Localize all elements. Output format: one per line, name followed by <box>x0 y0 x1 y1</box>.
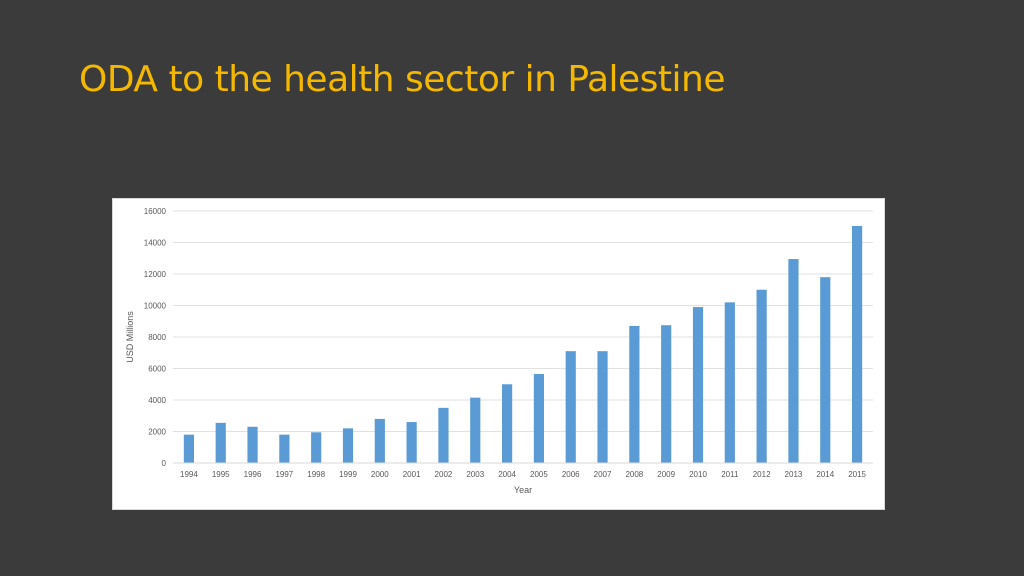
x-tick-label: 2006 <box>562 470 580 479</box>
y-tick-label: 4000 <box>148 396 166 405</box>
bar-chart: 0 2000 4000 6000 8000 10000 12000 14000 16000 19… <box>125 207 873 495</box>
bar-2001 <box>406 422 417 463</box>
x-tick-label: 2001 <box>403 470 421 479</box>
x-tick-label: 2014 <box>816 470 834 479</box>
bar-2004 <box>502 384 513 463</box>
bar-2003 <box>470 397 481 463</box>
x-tick-label: 1995 <box>212 470 230 479</box>
x-tick-label: 2011 <box>721 470 739 479</box>
y-tick-label: 16000 <box>144 207 167 216</box>
bar-2000 <box>374 418 385 463</box>
y-tick-label: 8000 <box>148 333 166 342</box>
bar-2015 <box>852 225 863 463</box>
bar-1996 <box>247 426 258 463</box>
x-axis-ticks: 1994 1995 1996 1997 1998 1999 2000 2001 2002 2003… <box>180 470 867 479</box>
x-tick-label: 2005 <box>530 470 548 479</box>
x-tick-label: 2010 <box>689 470 707 479</box>
x-tick-label: 1999 <box>339 470 357 479</box>
x-tick-label: 2008 <box>625 470 643 479</box>
gridlines <box>173 210 873 432</box>
bars <box>183 225 863 463</box>
x-tick-label: 1998 <box>307 470 325 479</box>
y-tick-label: 2000 <box>148 428 166 437</box>
x-tick-label: 2015 <box>848 470 866 479</box>
bar-2009 <box>661 325 672 463</box>
x-tick-label: 1997 <box>275 470 293 479</box>
bar-1998 <box>311 432 322 463</box>
y-tick-label: 6000 <box>148 365 166 374</box>
bar-2014 <box>820 277 831 463</box>
bar-2005 <box>533 374 544 463</box>
bar-2012 <box>756 289 767 463</box>
bar-1997 <box>279 434 290 463</box>
x-tick-label: 2009 <box>657 470 675 479</box>
y-tick-label: 10000 <box>144 302 167 311</box>
bar-2013 <box>788 259 799 463</box>
y-tick-label: 12000 <box>144 270 167 279</box>
slide-title: ODA to the health sector in Palestine <box>79 59 726 100</box>
x-tick-label: 1994 <box>180 470 198 479</box>
y-tick-label: 14000 <box>144 239 167 248</box>
x-tick-label: 2003 <box>466 470 484 479</box>
x-tick-label: 2002 <box>435 470 453 479</box>
bar-1995 <box>215 422 226 463</box>
y-axis-title: USD Millions <box>125 311 135 363</box>
bar-2011 <box>724 302 735 463</box>
y-axis-ticks: 0 2000 4000 6000 8000 10000 12000 14000 16000 <box>144 207 167 468</box>
x-tick-label: 2007 <box>594 470 612 479</box>
chart-panel: 0 2000 4000 6000 8000 10000 12000 14000 16000 19… <box>112 198 885 510</box>
x-tick-label: 2000 <box>371 470 389 479</box>
bar-2006 <box>565 351 576 463</box>
x-tick-label: 2004 <box>498 470 516 479</box>
bar-2002 <box>438 407 449 463</box>
x-tick-label: 2013 <box>785 470 803 479</box>
bar-1999 <box>342 428 354 463</box>
y-tick-label: 0 <box>162 459 167 468</box>
bar-2008 <box>629 325 640 463</box>
x-tick-label: 1996 <box>244 470 262 479</box>
bar-1994 <box>183 434 194 463</box>
bar-2010 <box>692 307 704 463</box>
x-axis-title: Year <box>514 485 532 495</box>
bar-2007 <box>597 351 608 463</box>
x-tick-label: 2012 <box>753 470 771 479</box>
